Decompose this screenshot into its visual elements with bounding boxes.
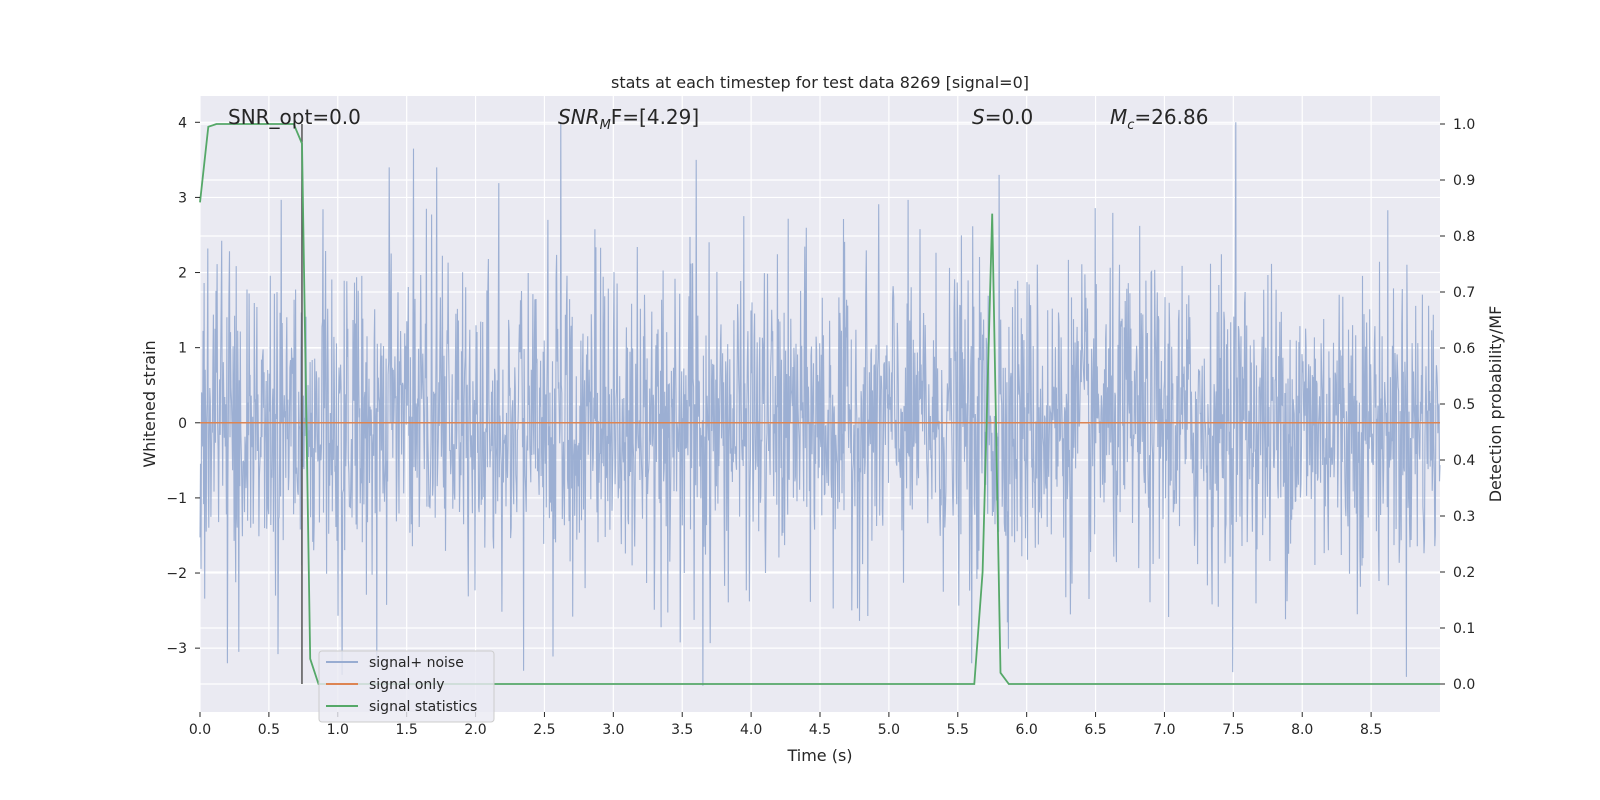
y-right-tick-label: 0.9 bbox=[1453, 173, 1475, 189]
y-axis-label-right: Detection probability/MF bbox=[1486, 306, 1505, 503]
x-tick-label: 1.0 bbox=[327, 722, 349, 738]
y-left-tick-label: 3 bbox=[178, 190, 187, 206]
y-right-tick-label: 0.5 bbox=[1453, 397, 1475, 413]
y-left-tick-label: 4 bbox=[178, 115, 187, 131]
x-tick-label: 2.0 bbox=[464, 722, 486, 738]
y-left-tick-label: 1 bbox=[178, 341, 187, 357]
x-tick-label: 6.0 bbox=[1016, 722, 1038, 738]
y-right-tick-label: 0.3 bbox=[1453, 509, 1475, 525]
y-right-tick-label: 0.7 bbox=[1453, 285, 1475, 301]
annotation-s: S=0.0 bbox=[972, 105, 1033, 129]
chart-title: stats at each timestep for test data 826… bbox=[611, 73, 1029, 92]
y-left-tick-label: 2 bbox=[178, 266, 187, 282]
legend-label-signal-only: signal only bbox=[369, 677, 444, 693]
annotation-snr-opt: SNR_opt=0.0 bbox=[228, 105, 361, 129]
x-tick-label: 3.0 bbox=[602, 722, 624, 738]
y-right-tick-label: 0.4 bbox=[1453, 453, 1475, 469]
legend-label-signal-noise: signal+ noise bbox=[369, 655, 464, 671]
series-signal-noise bbox=[199, 122, 1441, 686]
x-tick-label: 8.0 bbox=[1291, 722, 1313, 738]
y-left-tick-label: 0 bbox=[178, 416, 187, 432]
y-right-tick-label: 0.6 bbox=[1453, 341, 1475, 357]
x-tick-label: 8.5 bbox=[1360, 722, 1382, 738]
y-left-tick-label: −3 bbox=[166, 641, 187, 657]
x-tick-label: 6.5 bbox=[1084, 722, 1106, 738]
legend: signal+ noise signal only signal statist… bbox=[318, 650, 495, 723]
x-tick-label: 7.5 bbox=[1222, 722, 1244, 738]
y-right-tick-label: 0.0 bbox=[1453, 677, 1475, 693]
y-right-tick-label: 0.8 bbox=[1453, 229, 1475, 245]
x-tick-label: 0.0 bbox=[189, 722, 211, 738]
legend-label-signal-statistics: signal statistics bbox=[369, 699, 477, 715]
y-left-tick-label: −2 bbox=[166, 566, 187, 582]
x-tick-label: 0.5 bbox=[258, 722, 280, 738]
x-tick-label: 4.5 bbox=[809, 722, 831, 738]
legend-box bbox=[318, 650, 495, 723]
y-right-tick-label: 0.2 bbox=[1453, 565, 1475, 581]
annotation-snr-mf: SNRMF=[4.29] bbox=[558, 105, 699, 133]
x-tick-label: 2.5 bbox=[533, 722, 555, 738]
y-right-tick-label: 1.0 bbox=[1453, 117, 1475, 133]
y-left-tick-label: −1 bbox=[166, 491, 187, 507]
y-right-tick-label: 0.1 bbox=[1453, 621, 1475, 637]
axis-ticks: 0.0 0.5 1.0 1.5 2.0 2.5 3.0 3.5 4.0 4.5 5.0 5.5 6.0 6… bbox=[166, 115, 1475, 738]
x-tick-label: 4.0 bbox=[740, 722, 762, 738]
annotation-mc: Mc=26.86 bbox=[1110, 105, 1208, 133]
x-tick-label: 5.5 bbox=[947, 722, 969, 738]
y-axis-label-left: Whitened strain bbox=[140, 340, 159, 467]
x-tick-label: 7.0 bbox=[1153, 722, 1175, 738]
x-tick-label: 5.0 bbox=[878, 722, 900, 738]
x-tick-label: 3.5 bbox=[671, 722, 693, 738]
signal-noise-line bbox=[199, 122, 1441, 686]
x-axis-label: Time (s) bbox=[786, 746, 852, 765]
x-tick-label: 1.5 bbox=[396, 722, 418, 738]
